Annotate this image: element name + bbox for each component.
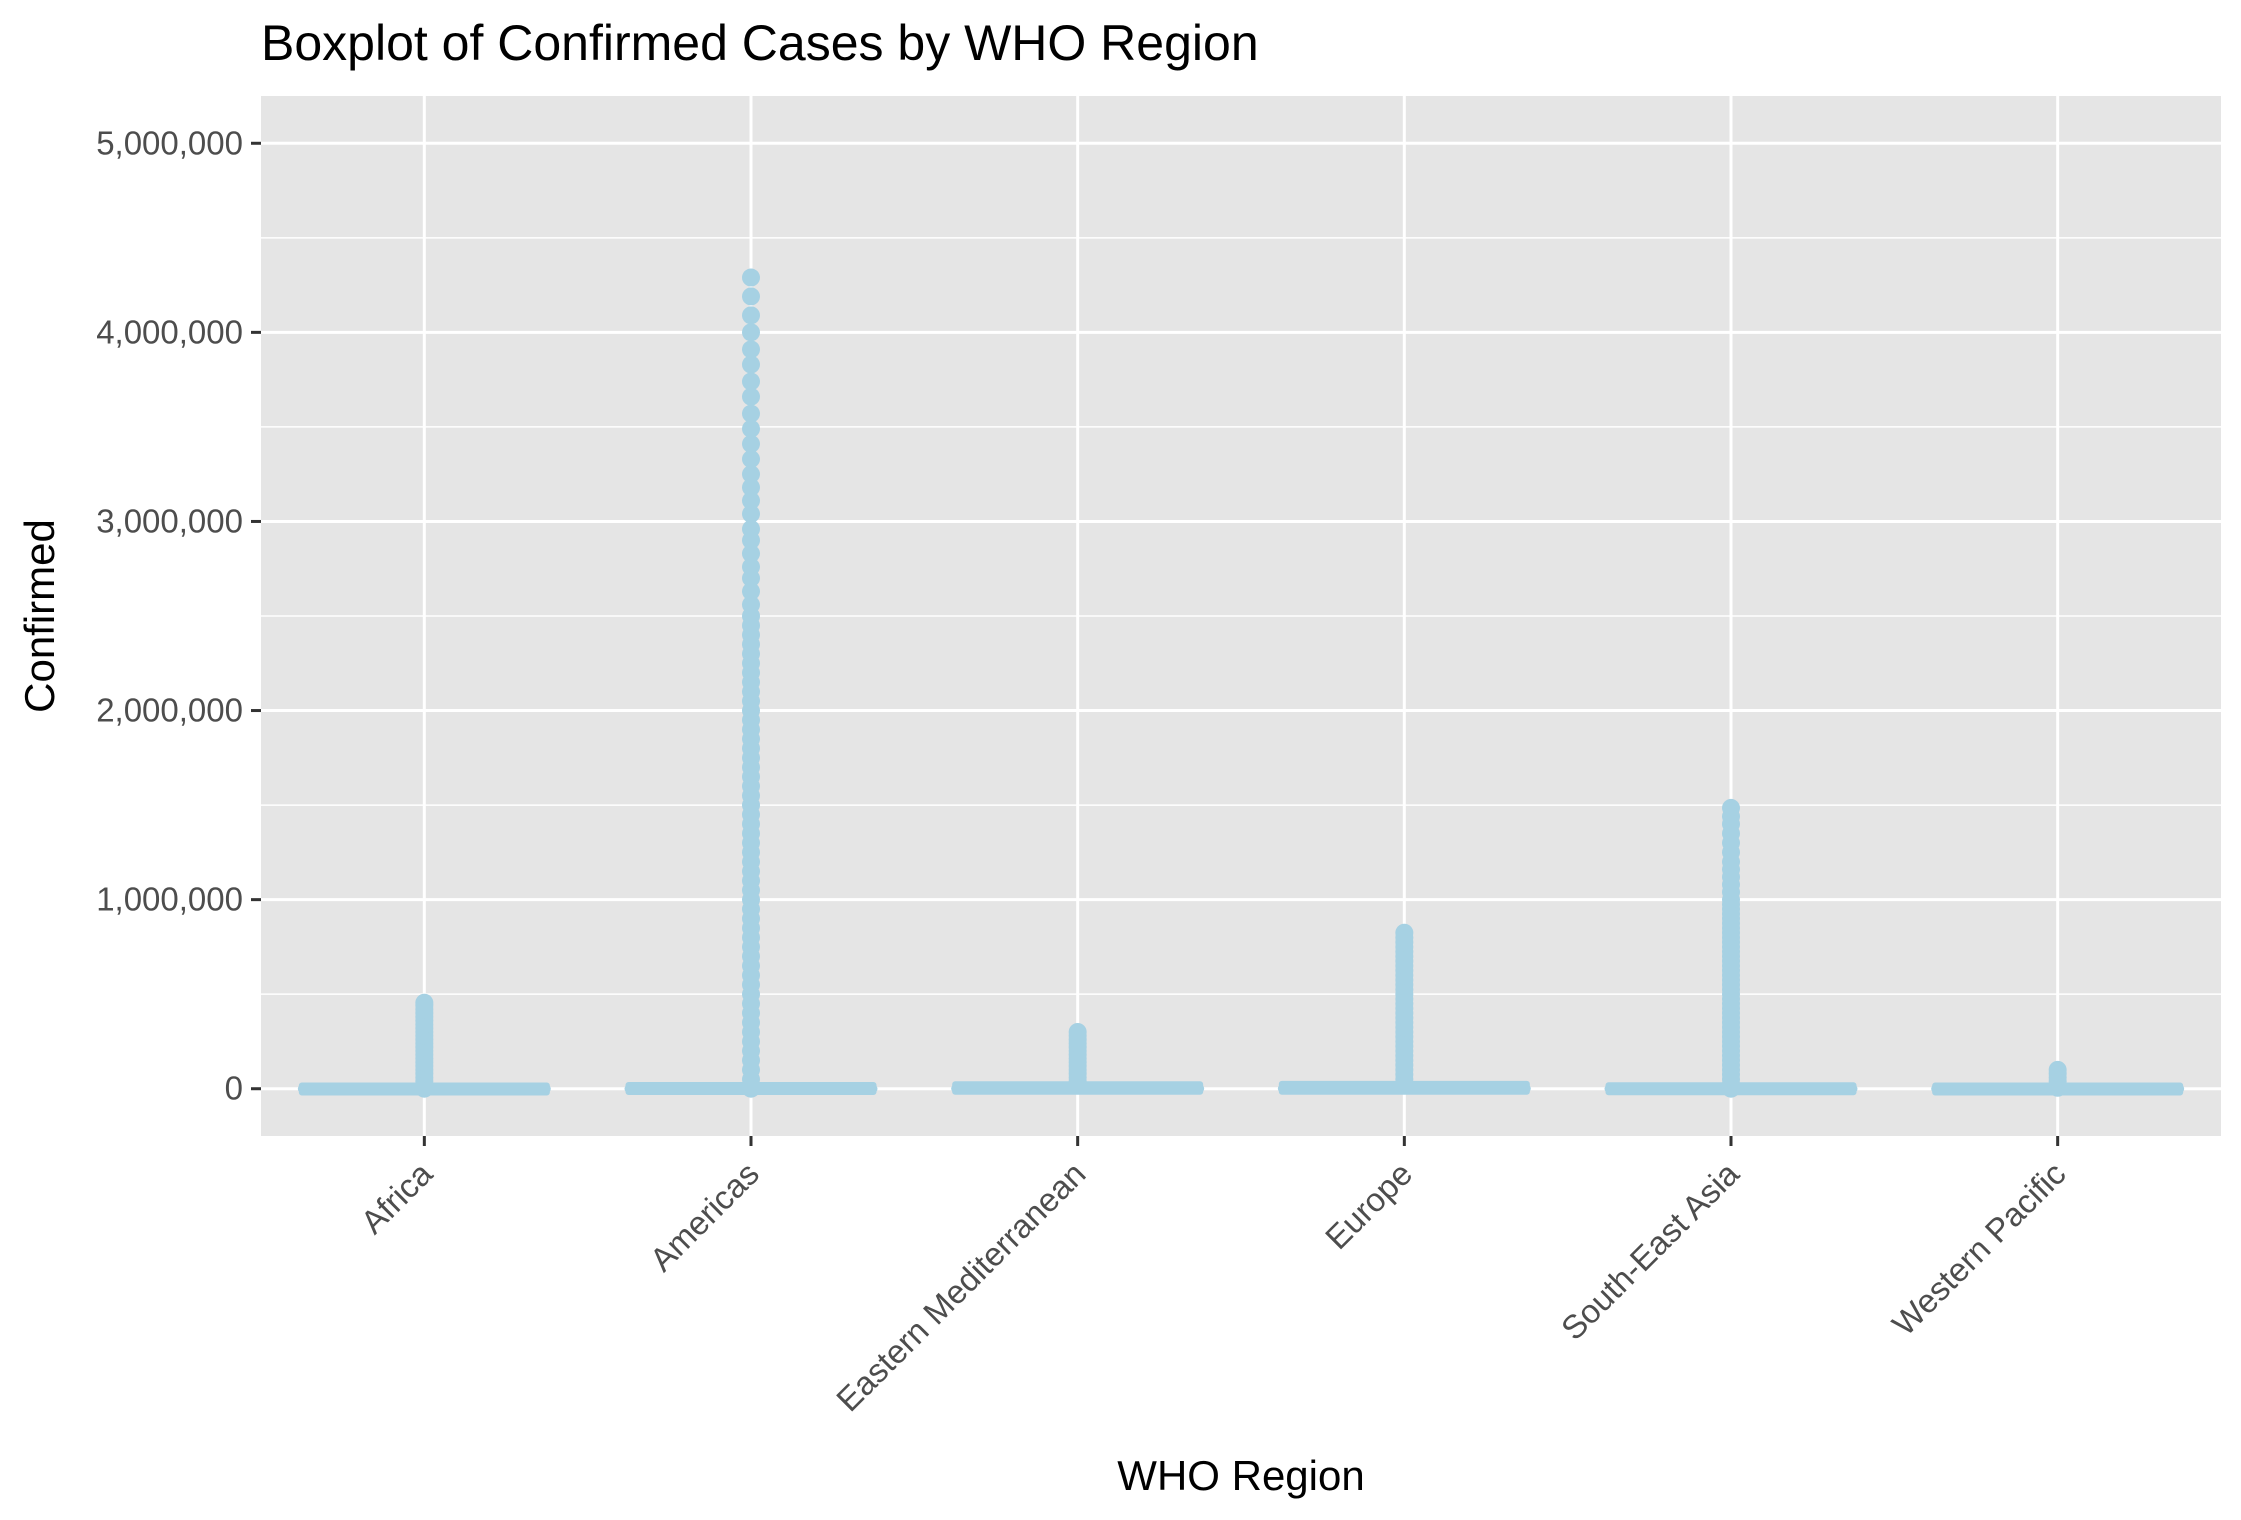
y-tick-label: 1,000,000 bbox=[96, 881, 243, 918]
outlier-point bbox=[742, 287, 760, 306]
outlier-point bbox=[742, 340, 760, 359]
outlier-point bbox=[742, 404, 760, 423]
outlier-point bbox=[742, 520, 760, 539]
y-axis-title: Confirmed bbox=[16, 519, 63, 713]
x-axis: Africa Americas Eastern Mediterranean Europ… bbox=[353, 1136, 2073, 1419]
outlier-point bbox=[1068, 1023, 1087, 1041]
major-gridlines bbox=[261, 96, 2221, 1136]
outlier-point bbox=[742, 450, 760, 469]
outlier-point bbox=[742, 419, 760, 438]
outlier-point bbox=[742, 465, 760, 484]
y-tick-label: 3,000,000 bbox=[96, 502, 243, 539]
outlier-point bbox=[415, 993, 434, 1012]
outlier-point bbox=[742, 323, 760, 342]
x-tick-label: South-East Asia bbox=[1554, 1154, 1747, 1347]
outlier-point bbox=[742, 491, 760, 510]
y-tick-label: 0 bbox=[225, 1070, 243, 1107]
outlier-point bbox=[1722, 798, 1740, 817]
y-axis: 0 1,000,000 2,000,000 3,000,000 4,000,000 5,0… bbox=[96, 124, 261, 1107]
outlier-point bbox=[742, 582, 760, 601]
x-tick-label: Western Pacific bbox=[1885, 1155, 2073, 1343]
outlier-point bbox=[2048, 1060, 2067, 1079]
outlier-point bbox=[742, 434, 760, 453]
outlier-point bbox=[742, 595, 760, 614]
x-tick-label: Europe bbox=[1318, 1155, 1419, 1256]
y-tick-label: 4,000,000 bbox=[96, 313, 243, 350]
minor-gridlines bbox=[261, 237, 2221, 995]
y-tick-label: 5,000,000 bbox=[96, 124, 243, 161]
outlier-point bbox=[742, 478, 760, 497]
outlier-point bbox=[742, 387, 760, 406]
outlier-point bbox=[742, 557, 760, 576]
y-tick-label: 2,000,000 bbox=[96, 692, 243, 729]
outlier-point bbox=[1395, 923, 1414, 942]
chart-title: Boxplot of Confirmed Cases by WHO Region bbox=[261, 15, 1259, 71]
outlier-point bbox=[742, 504, 760, 523]
x-tick-label: Africa bbox=[353, 1154, 439, 1240]
x-tick-label: Eastern Mediterranean bbox=[829, 1155, 1093, 1419]
boxplot-boxes bbox=[297, 1080, 2185, 1096]
outlier-point bbox=[742, 306, 760, 325]
x-tick-label: Americas bbox=[643, 1155, 766, 1278]
x-axis-title: WHO Region bbox=[1117, 1452, 1364, 1499]
outlier-point bbox=[742, 544, 760, 563]
outlier-point bbox=[742, 372, 760, 391]
outlier-point bbox=[742, 268, 760, 287]
outlier-point bbox=[742, 355, 760, 374]
